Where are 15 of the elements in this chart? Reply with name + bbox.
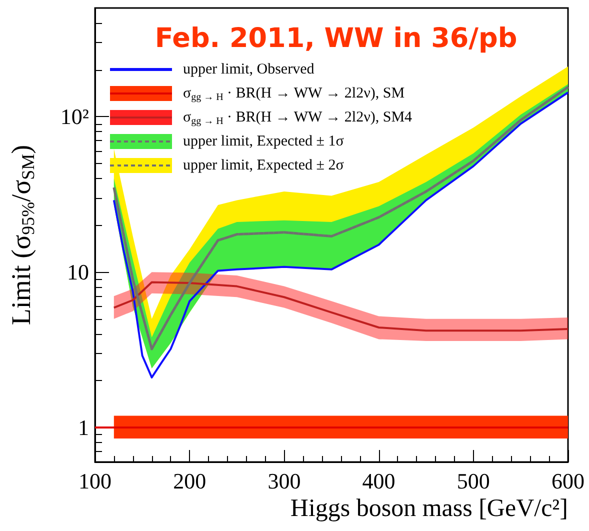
x-tick-label: 400	[362, 468, 396, 494]
legend-label: upper limit, Expected ± 2σ	[183, 158, 344, 174]
x-tick-label: 200	[173, 468, 206, 494]
x-axis-title: Higgs boson mass [GeV/c²]	[290, 495, 568, 522]
y-axis-title: Limit (σ95%/σSM)	[6, 144, 38, 326]
legend-label: upper limit, Expected ± 1σ	[183, 134, 344, 150]
x-tick-label: 500	[456, 468, 490, 494]
x-tick-label: 600	[552, 468, 584, 494]
x-tick-label: 300	[268, 468, 301, 494]
y-tick-label: 10²	[60, 104, 90, 130]
legend-label: upper limit, Observed	[183, 62, 315, 78]
y-tick-label: 10	[67, 260, 89, 285]
text: Feb. 2011, WW in 36/pb	[154, 23, 518, 54]
x-tick-label: 100	[78, 468, 112, 494]
y-tick-label: 1	[78, 415, 89, 440]
